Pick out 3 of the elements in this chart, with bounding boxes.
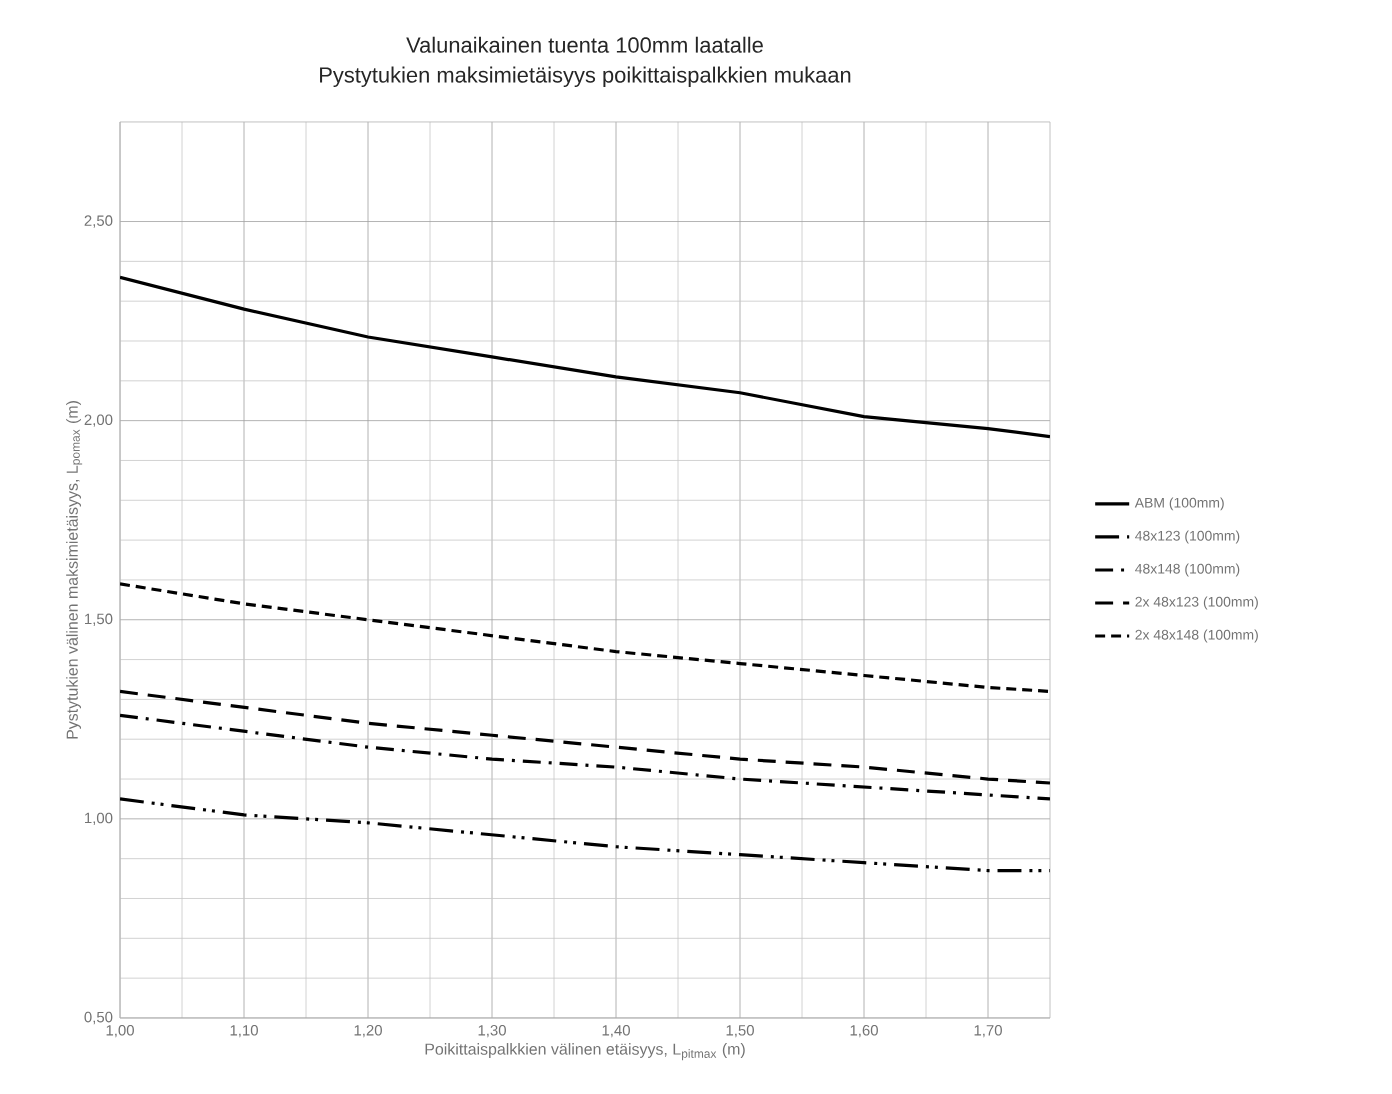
line-series <box>120 275 1051 439</box>
chart-subtitle: Pystytukien maksimietäisyys poikittaispalkkien mukaan <box>320 66 851 88</box>
chart-title: Valunaikainen tuenta 100mm laatalle <box>406 36 763 53</box>
